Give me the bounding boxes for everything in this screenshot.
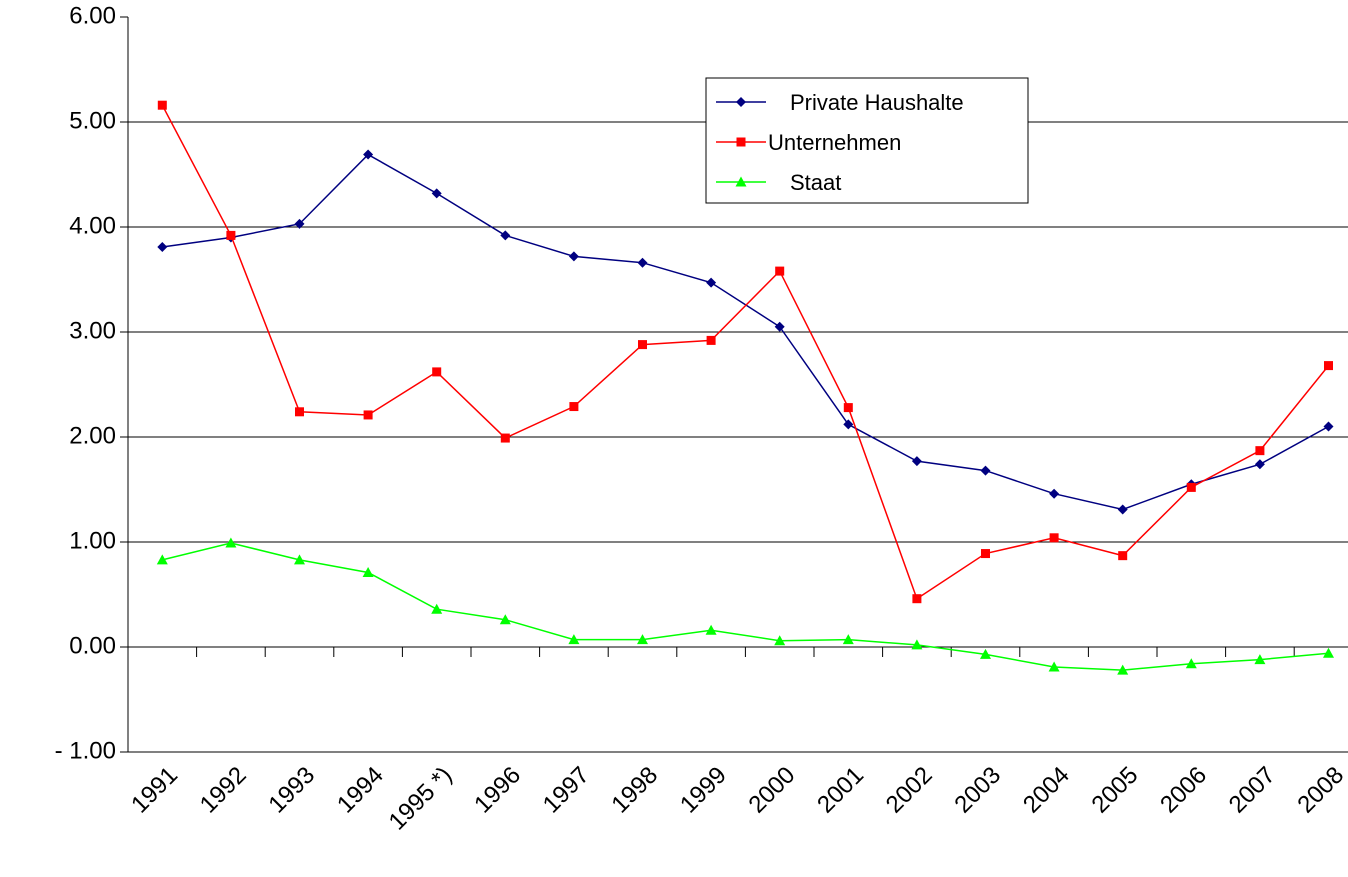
marker [157,241,168,252]
marker [980,648,991,659]
marker [911,639,923,650]
marker [736,97,746,107]
marker [637,634,648,645]
marker [637,257,648,268]
y-tick-label: 6.00 [69,2,116,29]
legend-label: Unternehmen [768,130,901,155]
marker [1185,658,1197,669]
marker [1118,551,1128,561]
marker [735,176,747,187]
marker [431,188,442,199]
marker [1049,533,1059,543]
y-tick-label: 0.00 [69,632,116,659]
x-tick-label: 2005 [1087,762,1144,819]
x-tick-label: 2006 [1155,762,1212,819]
marker [568,634,580,645]
y-tick-label: 1.00 [69,527,116,554]
x-tick-label: 1994 [332,762,389,819]
y-tick-label: - 1.00 [55,737,116,764]
legend-label: Private Haushalte [790,90,964,115]
marker [736,137,746,147]
marker [1117,504,1128,515]
marker [981,549,990,559]
marker [842,634,854,645]
x-tick-label: 1996 [469,762,526,819]
marker [226,230,236,240]
marker [431,603,443,614]
marker [432,367,442,377]
marker [294,218,305,229]
x-tick-label: 2001 [812,762,869,819]
legend: Private Haushalte Unternehmen Staat [705,77,1029,204]
x-tick-label: 2000 [744,762,801,819]
marker [363,149,374,160]
marker [1323,647,1334,658]
marker [1117,664,1129,675]
y-tick-label: 3.00 [69,317,116,344]
marker [705,624,717,635]
x-tick-label: 2003 [949,762,1006,819]
marker [1254,654,1266,665]
marker [1049,488,1060,499]
x-tick-label: 1995 *) [384,762,458,836]
series-line [161,104,1330,600]
y-tick-label: 2.00 [69,422,116,449]
marker [569,402,579,412]
x-tick-label: 1992 [195,762,252,819]
marker [706,277,717,288]
marker [294,554,305,565]
marker [362,566,374,577]
marker [363,410,373,420]
marker [1254,459,1265,470]
x-tick-label: 1993 [263,762,320,819]
marker [775,266,785,276]
series-line [162,542,1329,671]
x-tick-label: 2008 [1292,762,1348,819]
marker [980,465,991,476]
marker [156,554,168,565]
x-tick-label: 1998 [606,762,663,819]
x-tick-label: 2002 [881,762,938,819]
marker [912,594,922,604]
marker [1324,361,1333,371]
marker [843,419,854,430]
marker [568,251,579,262]
marker [499,614,511,625]
x-tick-label: 1991 [126,762,183,819]
marker [1048,661,1060,672]
marker [774,635,786,646]
marker [157,100,167,110]
marker [295,407,304,417]
legend-label: Staat [790,170,841,195]
marker [843,403,853,413]
x-tick-label: 2004 [1018,762,1075,819]
y-tick-label: 5.00 [69,107,116,134]
y-tick-label: 4.00 [69,212,116,239]
marker [911,456,922,467]
marker [1323,421,1334,432]
marker [225,537,237,548]
marker [706,335,716,345]
marker [638,340,647,350]
x-tick-label: 1999 [675,762,732,819]
marker [1255,446,1265,456]
marker [500,433,510,443]
x-tick-label: 2007 [1224,762,1281,819]
marker [774,321,785,332]
marker [1186,482,1196,492]
x-tick-label: 1997 [538,762,595,819]
marker [500,230,511,241]
